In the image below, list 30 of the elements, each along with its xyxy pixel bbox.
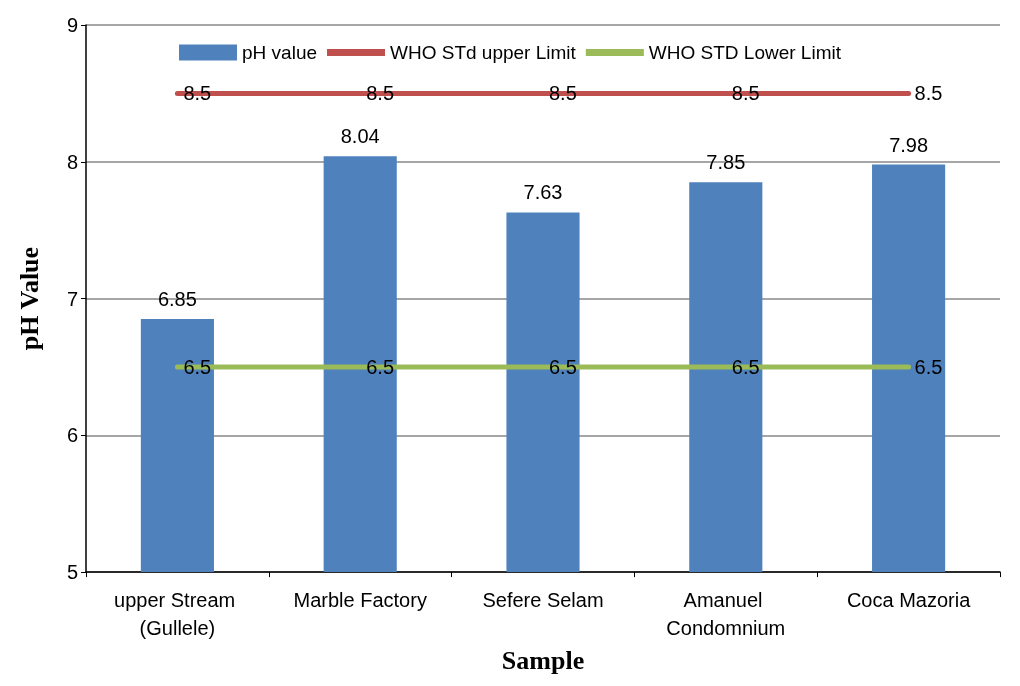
y-tick-label: 8: [66, 150, 78, 173]
data-label: 8.5: [731, 82, 760, 105]
data-label: 8.5: [366, 82, 395, 105]
data-label: 7.63: [523, 181, 563, 204]
data-label: 6.5: [914, 355, 943, 378]
legend-label: WHO STD Lower Limit: [648, 42, 842, 63]
y-axis-title: pH Value: [14, 246, 44, 351]
y-tick-label: 9: [66, 14, 78, 36]
data-label: 8.5: [549, 82, 577, 105]
data-label: 6.5: [731, 355, 760, 378]
legend-label: pH value: [242, 42, 318, 63]
data-label: 6.5: [549, 355, 577, 378]
x-axis-title: Sample: [501, 645, 585, 675]
x-tick-label: Sefere Selam: [482, 589, 604, 612]
data-label: 7.85: [706, 151, 746, 174]
data-label: 8.5: [914, 82, 943, 105]
data-label: 8.5: [183, 82, 212, 105]
y-tick-label: 6: [66, 424, 78, 447]
x-tick-label: Marble Factory: [293, 589, 427, 612]
data-label: 8.04: [340, 125, 380, 148]
x-tick-label: upper Stream (Gullele): [114, 589, 241, 640]
data-label: 6.85: [157, 288, 197, 311]
y-tick-label: 5: [66, 561, 78, 584]
x-tick-label: Amanuel Condomnium: [666, 589, 786, 640]
data-label: 6.5: [366, 355, 395, 378]
y-tick-label: 7: [66, 287, 78, 310]
data-label: 7.98: [889, 133, 929, 156]
data-label: 6.5: [183, 355, 212, 378]
legend-label: WHO STd upper Limit: [390, 42, 577, 63]
x-tick-label: Coca Mazoria: [846, 589, 972, 612]
